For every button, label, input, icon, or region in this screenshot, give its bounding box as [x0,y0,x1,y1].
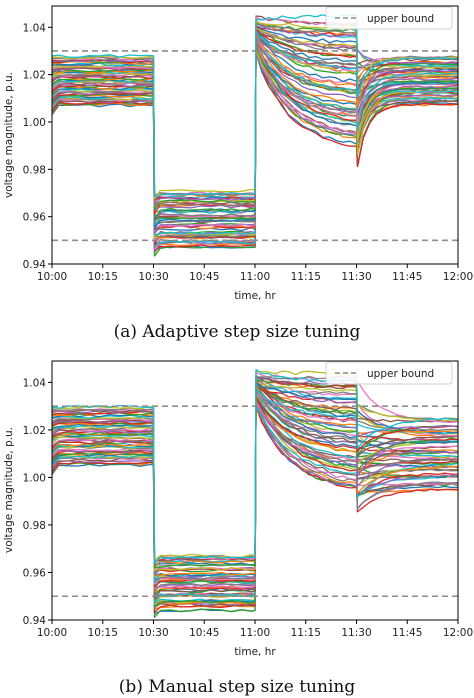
voltage-series-line [51,380,459,573]
y-tick-label: 0.98 [23,520,46,532]
voltage-series-line [51,394,459,594]
x-tick-label: 11:30 [341,271,371,283]
x-axis-ticks: 10:00 10:15 10:30 10:45 11:00 11:15 11:30 11:45… [37,264,473,283]
x-axis-ticks: 10:00 10:15 10:30 10:45 11:00 11:15 11:30 11:45… [37,620,473,639]
voltage-series-line [51,36,459,218]
y-tick-label: 1.02 [23,425,46,437]
voltage-series-line [51,46,459,249]
x-tick-label: 11:00 [240,627,270,639]
legend-label: upper bound [367,13,434,25]
y-axis-label: voltage magnitude, p.u. [3,72,15,198]
legend-label: upper bound [367,368,434,380]
y-tick-label: 0.94 [23,259,47,271]
y-tick-label: 1.02 [23,70,46,82]
voltage-series-line [51,50,459,253]
x-tick-label: 12:00 [443,627,473,639]
y-axis-ticks: 0.94 0.96 0.98 1.00 1.02 1.04 [23,22,52,271]
voltage-series-line [51,20,459,200]
voltage-series-line [51,52,458,252]
y-axis-ticks: 0.94 0.96 0.98 1.00 1.02 1.04 [23,377,52,627]
y-tick-label: 1.04 [23,22,47,34]
legend-box [325,6,453,30]
x-axis-label: time, hr [234,290,276,302]
voltage-series-line [51,391,458,590]
y-tick-label: 0.98 [23,164,46,176]
y-tick-label: 1.00 [23,117,46,129]
voltage-series-line [51,14,459,198]
x-tick-label: 10:30 [138,627,168,639]
series-layer [51,14,459,257]
x-tick-label: 11:15 [291,627,321,639]
x-tick-label: 10:45 [189,271,219,283]
voltage-series-line [51,368,459,564]
voltage-series-line [51,25,459,209]
y-tick-label: 1.00 [23,472,46,484]
x-tick-label: 11:45 [392,627,422,639]
y-tick-label: 0.96 [23,212,47,224]
x-tick-label: 10:45 [189,627,219,639]
voltage-series-line [51,23,459,196]
x-tick-label: 12:00 [443,271,473,283]
panel-manual: 10:00 10:15 10:30 10:45 11:00 11:15 11:30 11:45… [3,360,473,697]
voltage-series-line [51,27,459,207]
y-tick-label: 1.04 [23,377,47,389]
x-tick-label: 11:00 [240,271,270,283]
x-tick-label: 11:30 [341,627,371,639]
panel-adaptive: 10:00 10:15 10:30 10:45 11:00 11:15 11:30 11:45… [3,5,473,342]
voltage-series-line [51,395,459,596]
voltage-series-line [51,389,459,580]
voltage-series-line [51,37,459,235]
voltage-series-line [51,403,458,614]
y-axis-label: voltage magnitude, p.u. [3,427,15,553]
voltage-series-line [51,393,459,608]
x-tick-label: 11:15 [291,271,321,283]
x-tick-label: 11:45 [392,271,422,283]
x-axis-label: time, hr [234,646,276,658]
x-tick-label: 10:15 [88,627,118,639]
x-tick-label: 10:00 [37,271,67,283]
y-tick-label: 0.96 [23,567,47,579]
voltage-series-line [51,370,459,561]
voltage-series-line [51,401,459,608]
legend: upper bound [325,6,453,30]
x-tick-label: 10:00 [37,627,67,639]
caption-a: (a) Adaptive step size tuning [114,322,361,342]
x-tick-label: 10:30 [138,271,168,283]
voltage-series-line [51,388,458,585]
y-tick-label: 0.94 [23,615,47,627]
legend: upper bound [325,361,453,385]
caption-b: (b) Manual step size tuning [119,677,356,697]
series-layer [51,368,459,619]
voltage-series-line [51,375,459,562]
x-tick-label: 10:15 [88,271,118,283]
voltage-series-line [51,383,459,573]
legend-box [325,361,453,385]
